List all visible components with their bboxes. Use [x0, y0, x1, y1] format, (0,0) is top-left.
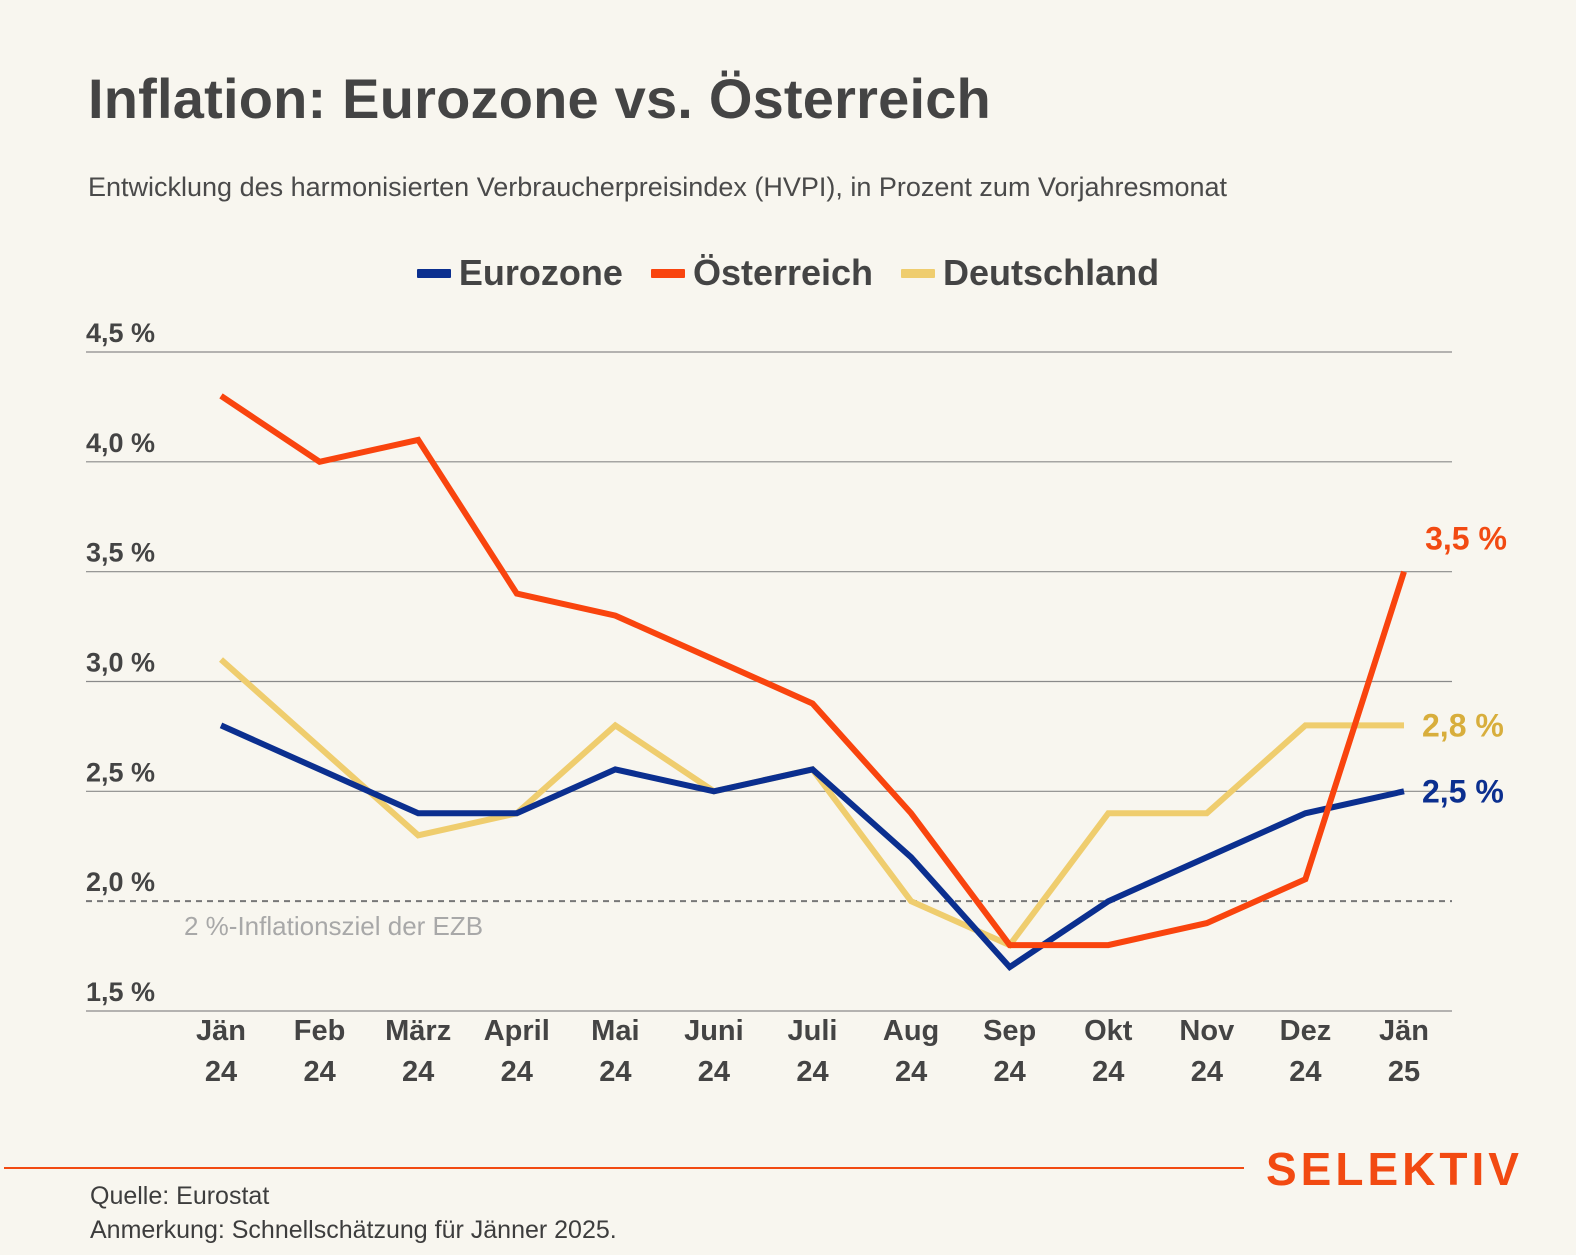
legend-swatch-eurozone — [416, 268, 451, 278]
y-tick-label: 2,0 % — [86, 867, 155, 897]
y-tick-label: 4,0 % — [86, 428, 155, 458]
legend-swatch-deutschland — [901, 268, 936, 278]
x-tick-label: Jän — [196, 1015, 246, 1047]
legend-swatch-oesterreich — [650, 268, 685, 278]
x-tick-label: Feb — [294, 1015, 346, 1047]
x-tick-label-year: 24 — [501, 1056, 533, 1088]
chart-subtitle: Entwicklung des harmonisierten Verbrauch… — [88, 172, 1228, 202]
end-value-label: 3,5 % — [1425, 521, 1507, 557]
end-value-label: 2,8 % — [1422, 707, 1504, 743]
x-tick-label-year: 24 — [1289, 1056, 1321, 1088]
x-tick-label: März — [385, 1015, 451, 1047]
x-tick-label: Okt — [1084, 1015, 1133, 1047]
x-tick-label: Aug — [883, 1015, 939, 1047]
x-tick-label: Jän — [1379, 1015, 1429, 1047]
series-line-eurozone — [219, 722, 1405, 972]
y-tick-label: 3,0 % — [86, 648, 155, 678]
x-tick-label: Sep — [983, 1015, 1036, 1047]
footnote: Anmerkung: Schnellschätzung für Jänner 2… — [90, 1216, 617, 1244]
x-tick-label-year: 24 — [1092, 1056, 1124, 1088]
x-tick-label-year: 24 — [205, 1056, 237, 1088]
legend-label-deutschland: Deutschland — [943, 252, 1160, 293]
legend-item-oesterreich: Österreich — [650, 252, 874, 294]
legend-item-deutschland: Deutschland — [901, 252, 1159, 294]
x-tick-label: Juni — [684, 1015, 744, 1047]
x-tick-label-year: 24 — [698, 1056, 730, 1088]
end-value-label: 2,5 % — [1422, 773, 1504, 809]
footer-divider — [4, 1167, 1244, 1169]
x-tick-label: Juli — [788, 1015, 838, 1047]
legend-label-eurozone: Eurozone — [458, 252, 623, 293]
source-note: Quelle: Eurostat — [90, 1182, 270, 1210]
x-tick-label: Nov — [1179, 1015, 1234, 1047]
x-tick-label: Mai — [591, 1015, 639, 1047]
reference-line-label: 2 %-Inflationsziel der EZB — [184, 911, 483, 941]
x-tick-label-year: 24 — [303, 1056, 335, 1088]
y-tick-label: 3,5 % — [86, 538, 155, 568]
brand-logo: SELEKTIV — [1266, 1143, 1523, 1195]
series-line-österreich — [219, 393, 1407, 949]
y-tick-label: 2,5 % — [86, 757, 155, 787]
legend-item-eurozone: Eurozone — [416, 252, 623, 294]
x-tick-label-year: 24 — [599, 1056, 631, 1088]
y-tick-label: 1,5 % — [86, 977, 155, 1007]
x-tick-label-year: 24 — [895, 1056, 927, 1088]
x-tick-label-year: 24 — [1191, 1056, 1223, 1088]
x-tick-label: Dez — [1280, 1015, 1332, 1047]
legend: Eurozone Österreich Deutschland — [0, 252, 1576, 294]
x-tick-label-year: 25 — [1388, 1056, 1420, 1088]
legend-label-oesterreich: Österreich — [692, 252, 874, 293]
x-tick-label-year: 24 — [796, 1056, 828, 1088]
y-tick-label: 4,5 % — [86, 318, 155, 348]
x-tick-label-year: 24 — [994, 1056, 1026, 1088]
x-tick-label-year: 24 — [402, 1056, 434, 1088]
x-tick-label: April — [484, 1015, 550, 1047]
chart-title: Inflation: Eurozone vs. Österreich — [88, 67, 991, 130]
